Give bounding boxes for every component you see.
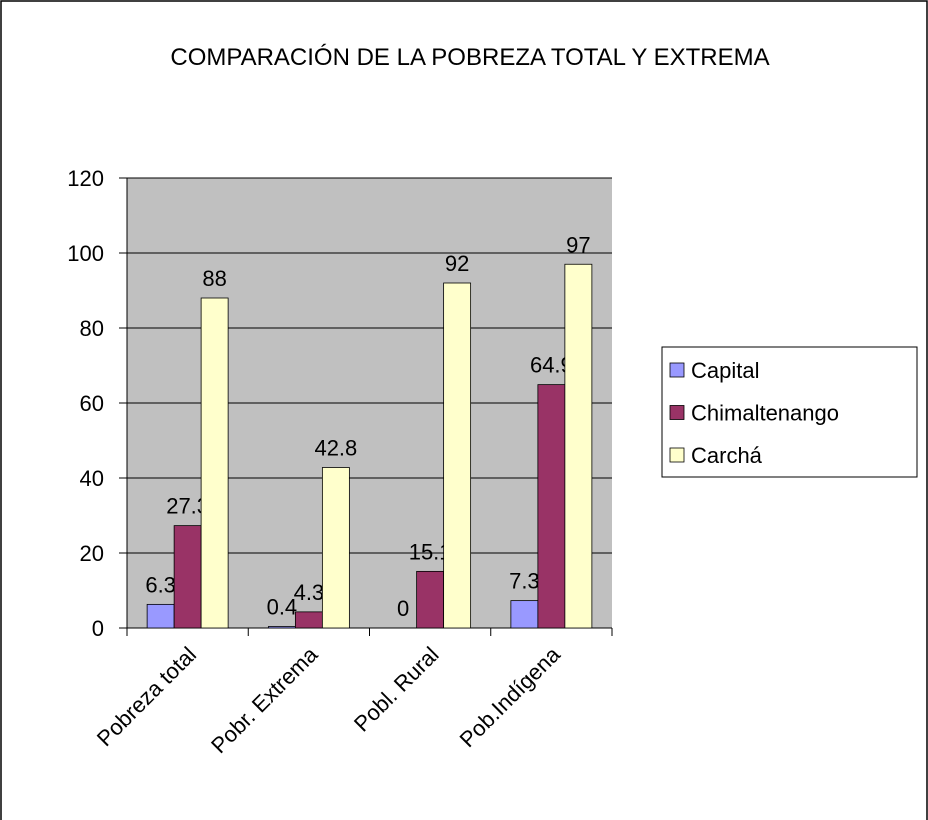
legend-swatch <box>669 447 685 463</box>
value-label: 92 <box>445 251 469 276</box>
value-label: 0.4 <box>267 595 298 620</box>
bar <box>146 603 175 629</box>
y-tick-label: 80 <box>80 316 104 341</box>
y-tick-label: 0 <box>92 616 104 641</box>
legend-swatch <box>669 405 685 420</box>
bar <box>537 384 566 629</box>
y-tick-label: 100 <box>67 241 104 266</box>
y-tick-label: 60 <box>80 391 104 416</box>
chart-title: COMPARACIÓN DE LA POBREZA TOTAL Y EXTREM… <box>170 44 770 71</box>
bar <box>294 611 323 629</box>
bar <box>267 626 296 629</box>
bar <box>510 600 539 629</box>
bar <box>564 263 593 629</box>
value-label: 7.3 <box>509 569 540 594</box>
bar <box>173 525 202 629</box>
value-label: 88 <box>202 266 226 291</box>
legend-label: Chimaltenango <box>691 401 839 426</box>
legend-swatch <box>669 362 685 378</box>
y-tick-label: 20 <box>80 541 104 566</box>
value-label: 4.3 <box>294 580 325 605</box>
bar <box>200 297 229 629</box>
value-label: 0 <box>397 596 409 621</box>
value-label: 97 <box>566 232 590 257</box>
value-label: 42.8 <box>314 436 357 461</box>
y-tick-label: 120 <box>67 166 104 191</box>
legend-label: Carchá <box>691 443 763 468</box>
bar <box>321 467 350 629</box>
value-label: 6.3 <box>145 572 176 597</box>
y-tick-label: 40 <box>80 466 104 491</box>
legend-box <box>661 346 918 478</box>
legend-label: Capital <box>691 358 759 383</box>
bar <box>443 282 472 629</box>
bar <box>416 570 445 629</box>
